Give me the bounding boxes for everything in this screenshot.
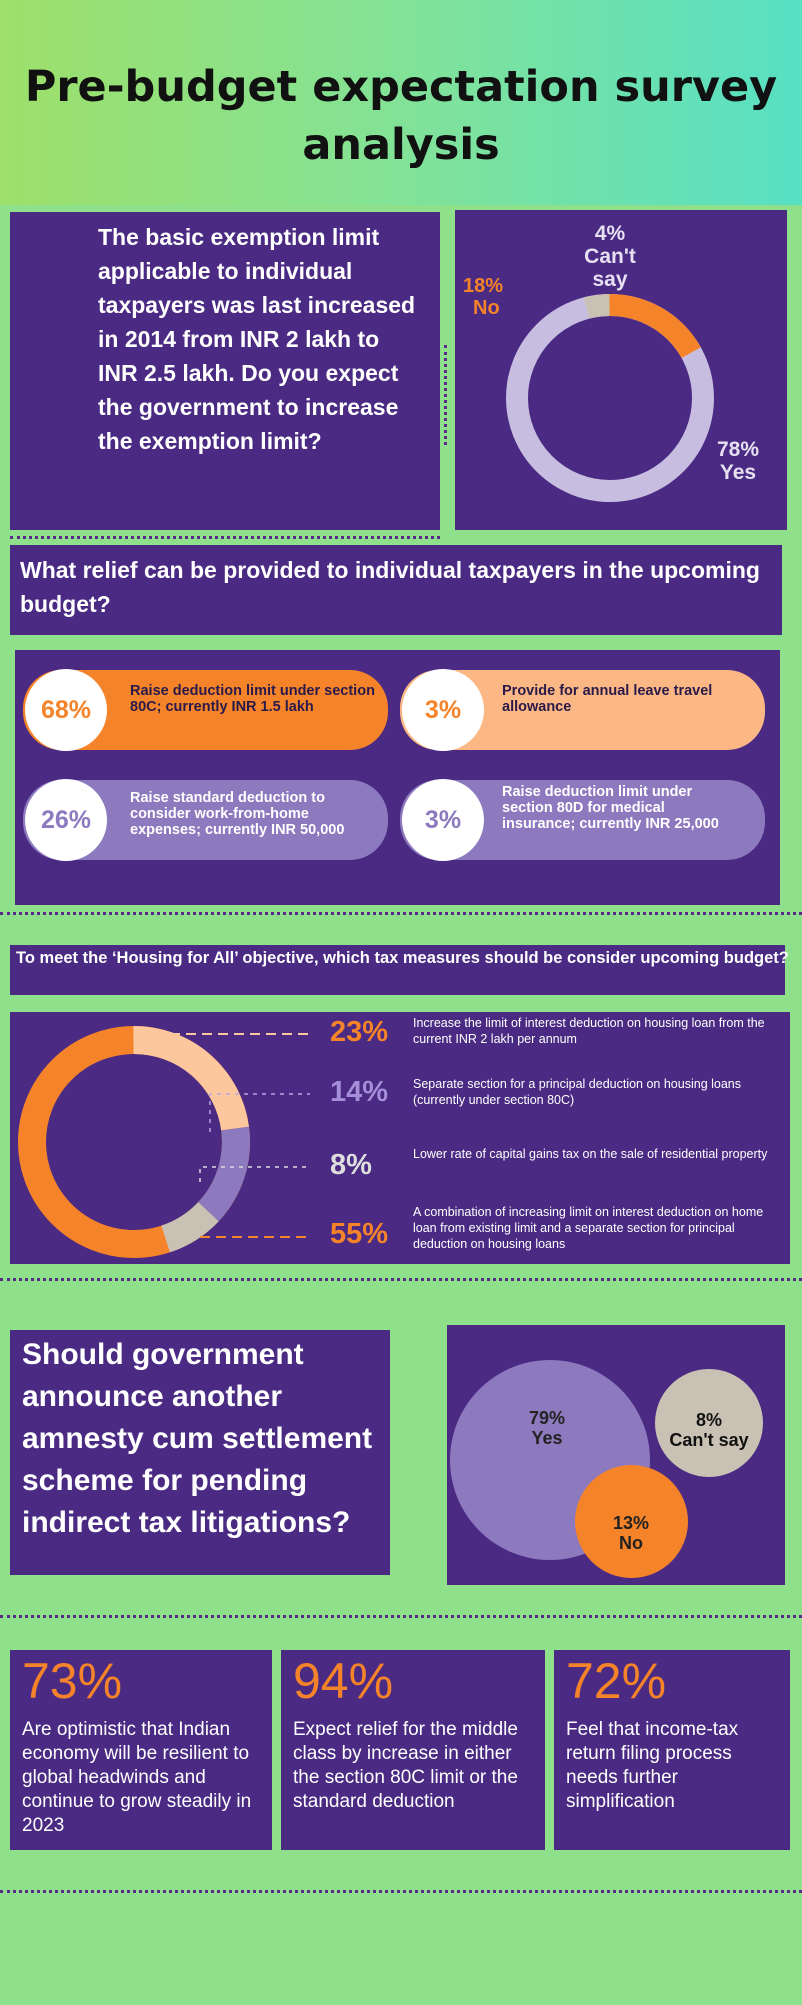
amnesty-question: Should government announce another amnes… (22, 1338, 373, 1539)
bubble-cant-say (655, 1369, 763, 1477)
stat-card-middle-class: 94% Expect relief for the middle class b… (281, 1650, 545, 1850)
relief-text-80c: Raise deduction limit under section 80C;… (130, 683, 375, 715)
exemption-donut-panel: 4% Can't say 18% No 78% Yes (455, 210, 787, 530)
relief-question-panel: What relief can be provided to individua… (10, 545, 782, 635)
leader-line-14 (209, 1093, 310, 1132)
bubble-no (575, 1465, 688, 1578)
housing-text-23: Increase the limit of interest deduction… (413, 1016, 765, 1046)
bubble-no-pct: 13% (612, 1513, 650, 1533)
relief-question: What relief can be provided to individua… (20, 557, 760, 617)
housing-question: To meet the ‘Housing for All’ objective,… (16, 949, 789, 967)
relief-text-lta: Provide for annual leave travel allowanc… (502, 683, 713, 715)
label-cant-say-pct: 4% (594, 222, 626, 245)
bubble-cant-say-label: 8% Can't say (649, 1410, 769, 1450)
divider-dotted (444, 345, 447, 445)
stat-text-tax-filing: Feel that income-tax return filing proce… (566, 1719, 739, 1812)
label-yes: 78% Yes (717, 438, 759, 484)
housing-pct-23: 23% (330, 1016, 389, 1048)
relief-pct-80d: 3% (402, 779, 484, 861)
stat-text-middle-class: Expect relief for the middle class by in… (293, 1719, 518, 1812)
bubble-yes-pct: 79% (528, 1408, 566, 1428)
stat-pct-economy: 73% (22, 1653, 123, 1709)
label-cant-say-text: Can't say (584, 245, 636, 291)
label-no: 18% No (463, 275, 503, 319)
housing-pct-14: 14% (330, 1076, 389, 1108)
exemption-donut-chart (506, 294, 714, 502)
donut-slice-cant-say (506, 294, 714, 502)
housing-text-8: Lower rate of capital gains tax on the s… (413, 1147, 768, 1161)
housing-question-panel: To meet the ‘Housing for All’ objective,… (10, 945, 789, 995)
divider-dotted (0, 1278, 802, 1281)
housing-text-55: A combination of increasing limit on int… (413, 1205, 764, 1251)
header-banner (0, 0, 802, 205)
housing-text-14: Separate section for a principal deducti… (413, 1077, 741, 1107)
bubble-cant-say-text: Can't say (669, 1430, 749, 1450)
housing-slice-23 (18, 1026, 250, 1258)
housing-panel: 23% Increase the limit of interest deduc… (10, 1012, 790, 1264)
stat-pct-tax-filing: 72% (566, 1653, 667, 1709)
stat-text-economy: Are optimistic that Indian economy will … (22, 1719, 252, 1836)
housing-donut-chart (18, 1026, 310, 1258)
amnesty-question-panel: Should government announce another amnes… (10, 1330, 390, 1575)
relief-text-standard-deduction: Raise standard deduction to consider wor… (130, 790, 345, 838)
housing-pct-8: 8% (330, 1149, 372, 1181)
divider-dotted (0, 912, 802, 915)
relief-pct-lta: 3% (402, 669, 484, 751)
bubble-yes-text: Yes (531, 1428, 563, 1448)
label-yes-pct: 78% (717, 438, 760, 461)
stat-card-economy: 73% Are optimistic that Indian economy w… (10, 1650, 272, 1850)
label-cant-say: 4% Can't say (565, 222, 655, 291)
exemption-question-panel: The basic exemption limit applicable to … (10, 212, 440, 530)
bubble-no-label: 13% No (595, 1513, 667, 1553)
divider-dotted (10, 536, 440, 539)
bubble-yes-label: 79% Yes (507, 1408, 587, 1448)
bubble-no-text: No (619, 1533, 643, 1553)
amnesty-bubble-panel: 79% Yes 8% Can't say 13% No (447, 1325, 785, 1585)
label-no-pct: 18% (463, 275, 504, 297)
relief-options-panel: 68% Raise deduction limit under section … (15, 650, 780, 905)
label-no-text: No (473, 297, 500, 319)
bubble-cant-say-pct: 8% (695, 1410, 722, 1430)
relief-pct-80c: 68% (25, 669, 107, 751)
stat-pct-middle-class: 94% (293, 1653, 394, 1709)
divider-dotted (0, 1615, 802, 1618)
housing-slice-14 (18, 1026, 250, 1258)
relief-pct-standard-deduction: 26% (25, 779, 107, 861)
divider-dotted (0, 1890, 802, 1893)
housing-pct-55: 55% (330, 1218, 389, 1250)
page-title: Pre-budget expectation survey analysis (24, 62, 778, 170)
relief-text-80d: Raise deduction limit under section 80D … (502, 784, 719, 832)
stat-card-tax-filing: 72% Feel that income-tax return filing p… (554, 1650, 790, 1850)
exemption-question: The basic exemption limit applicable to … (98, 224, 416, 454)
label-yes-text: Yes (719, 461, 757, 484)
